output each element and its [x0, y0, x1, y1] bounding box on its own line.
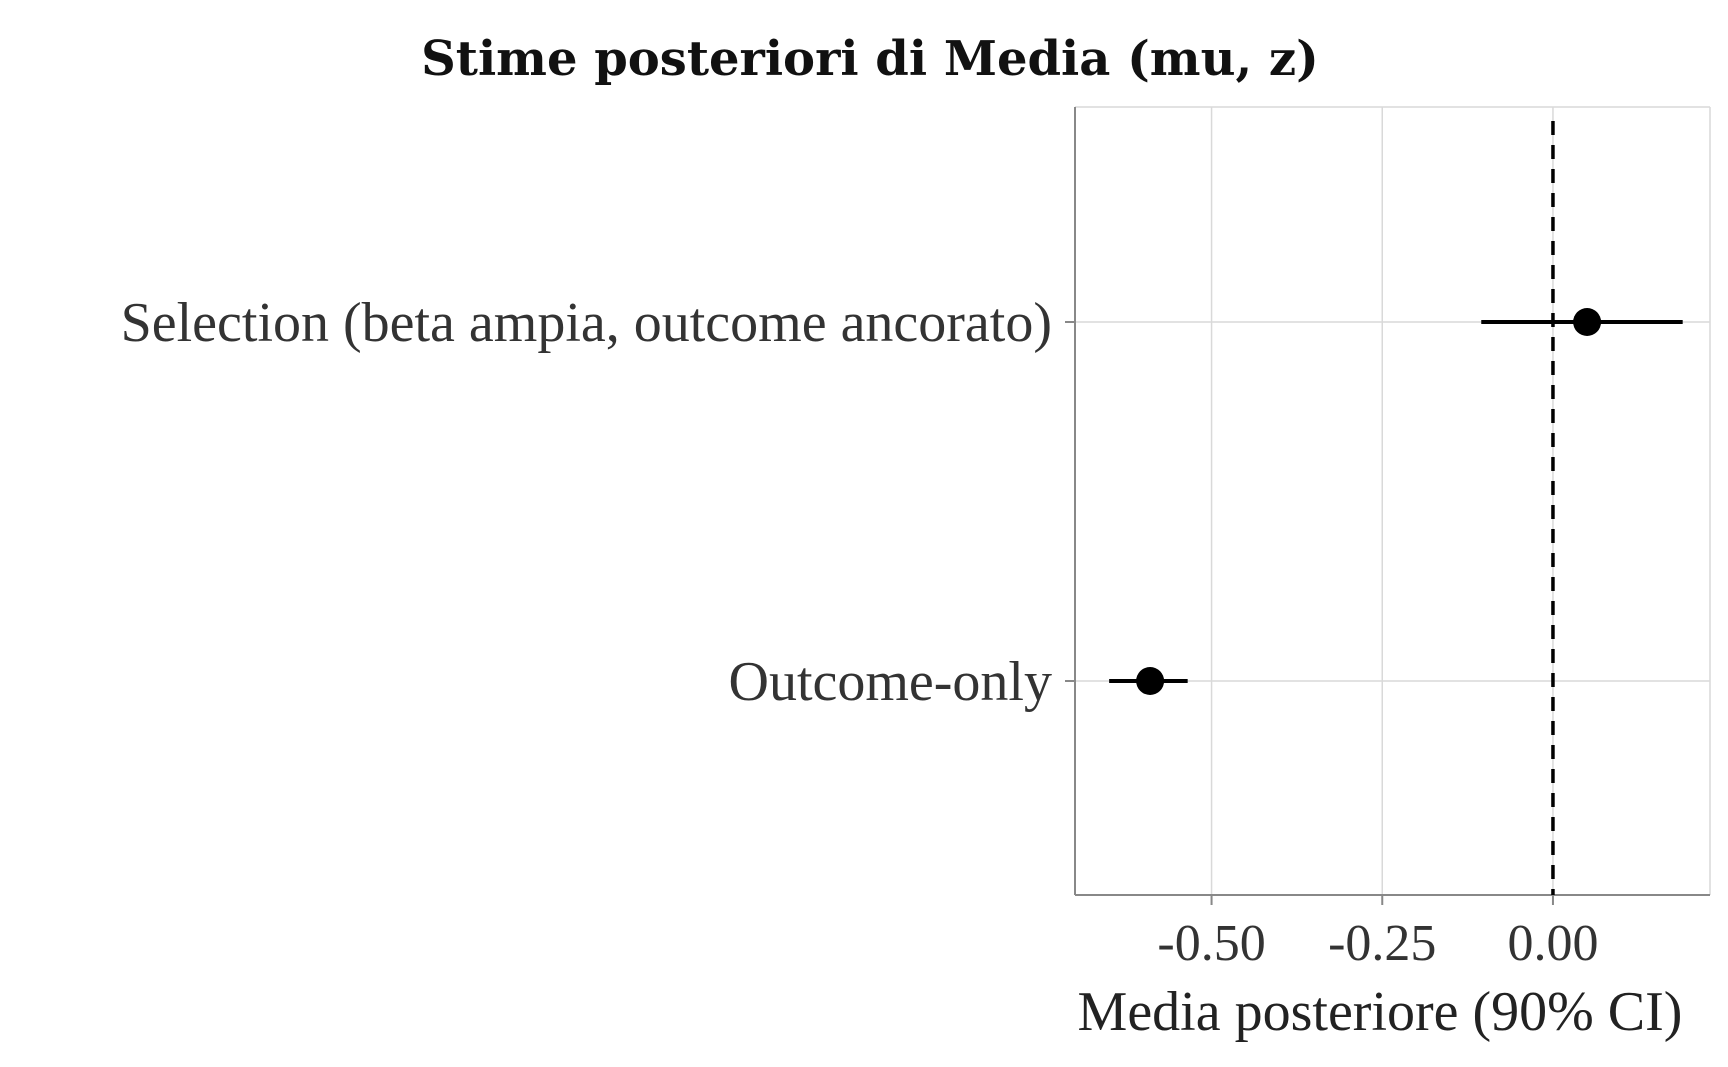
- interval-marks: [1109, 308, 1683, 695]
- y-category-label: Selection (beta ampia, outcome ancorato): [121, 292, 1052, 354]
- x-tick-label: -0.50: [1157, 915, 1265, 972]
- posterior-mean-point: [1136, 667, 1165, 695]
- x-axis-title: Media posteriore (90% CI): [1078, 981, 1683, 1043]
- chart-title: Stime posteriori di Media (mu, z): [421, 31, 1319, 87]
- x-tick-label: 0.00: [1507, 915, 1598, 972]
- grid-lines: [1075, 106, 1711, 895]
- x-tick-labels: -0.50 -0.25 0.00: [1157, 895, 1598, 972]
- posterior-mean-point: [1573, 308, 1602, 336]
- y-category-labels: Selection (beta ampia, outcome ancorato)…: [121, 292, 1075, 713]
- y-category-label: Outcome-only: [729, 651, 1052, 713]
- x-tick-label: -0.25: [1328, 915, 1436, 972]
